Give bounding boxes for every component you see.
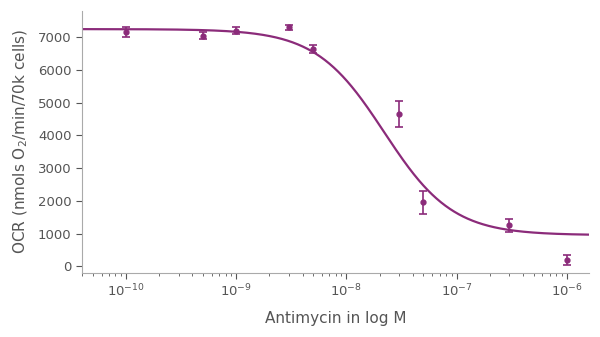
X-axis label: Antimycin in log M: Antimycin in log M bbox=[265, 311, 406, 326]
Y-axis label: OCR (nmols O$_2$/min/70k cells): OCR (nmols O$_2$/min/70k cells) bbox=[11, 29, 29, 254]
